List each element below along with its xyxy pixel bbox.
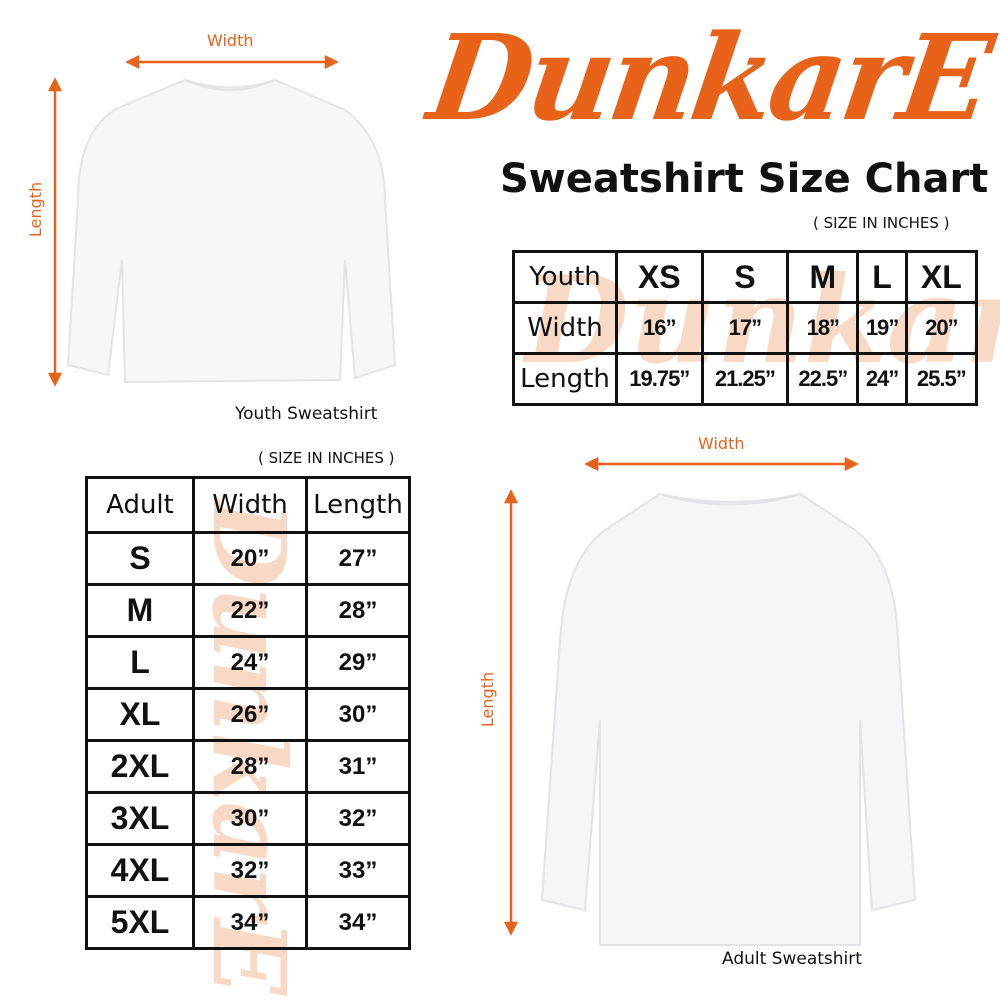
- value-cell: 22.5”: [786, 352, 860, 406]
- value-cell: 32”: [305, 791, 411, 846]
- value-cell: 27”: [305, 531, 411, 586]
- value-cell: 24”: [856, 352, 908, 406]
- value-cell: 25.5”: [904, 352, 979, 406]
- row-label: Width: [512, 301, 618, 355]
- value-cell: 30”: [305, 687, 411, 742]
- value-cell: 33”: [305, 843, 411, 898]
- table-row: 2XL 28” 31”: [85, 739, 411, 794]
- table-row: M 22” 28”: [85, 583, 411, 638]
- header-cell: Length: [305, 476, 411, 534]
- table-row: S 20” 27”: [85, 531, 411, 586]
- value-cell: 16”: [615, 301, 704, 355]
- size-cell: 2XL: [85, 739, 195, 794]
- header-cell: S: [700, 250, 790, 304]
- youth-caption: Youth Sweatshirt: [235, 404, 378, 424]
- size-cell: S: [85, 531, 195, 586]
- table-row: XL 26” 30”: [85, 687, 411, 742]
- youth-width-label: Width: [207, 31, 254, 50]
- table-row: Width 16” 17” 18” 19” 20”: [512, 301, 979, 355]
- size-cell: 5XL: [85, 895, 195, 950]
- row-label: Length: [512, 352, 618, 406]
- adult-sweatshirt-image: [540, 492, 917, 946]
- youth-sweatshirt-image: [66, 78, 397, 384]
- value-cell: 34”: [305, 895, 411, 950]
- value-cell: 19.75”: [615, 352, 704, 406]
- header-cell: XL: [904, 250, 979, 304]
- value-cell: 24”: [192, 635, 308, 690]
- youth-units-note: ( SIZE IN INCHES ): [813, 214, 950, 232]
- value-cell: 17”: [700, 301, 790, 355]
- adult-caption: Adult Sweatshirt: [722, 949, 862, 969]
- table-row: 5XL 34” 34”: [85, 895, 411, 950]
- header-cell: L: [856, 250, 908, 304]
- adult-width-label: Width: [698, 434, 745, 453]
- value-cell: 20”: [192, 531, 308, 586]
- value-cell: 20”: [904, 301, 979, 355]
- table-row: L 24” 29”: [85, 635, 411, 690]
- adult-length-label: Length: [478, 671, 498, 728]
- value-cell: 29”: [305, 635, 411, 690]
- adult-size-table: Adult Width Length S 20” 27” M 22” 28” L 24” 29”…: [85, 476, 411, 950]
- header-cell: M: [786, 250, 860, 304]
- header-cell: Youth: [512, 250, 618, 304]
- table-row: Youth XS S M L XL: [512, 250, 979, 304]
- header-cell: Adult: [85, 476, 195, 534]
- size-cell: 3XL: [85, 791, 195, 846]
- value-cell: 31”: [305, 739, 411, 794]
- header-cell: XS: [615, 250, 704, 304]
- value-cell: 30”: [192, 791, 308, 846]
- size-cell: L: [85, 635, 195, 690]
- table-row: 4XL 32” 33”: [85, 843, 411, 898]
- value-cell: 22”: [192, 583, 308, 638]
- value-cell: 21.25”: [700, 352, 790, 406]
- table-row: Length 19.75” 21.25” 22.5” 24” 25.5”: [512, 352, 979, 406]
- table-row: 3XL 30” 32”: [85, 791, 411, 846]
- size-cell: XL: [85, 687, 195, 742]
- value-cell: 18”: [786, 301, 860, 355]
- size-cell: 4XL: [85, 843, 195, 898]
- value-cell: 28”: [305, 583, 411, 638]
- value-cell: 32”: [192, 843, 308, 898]
- page-title: Sweatshirt Size Chart: [500, 156, 989, 202]
- value-cell: 26”: [192, 687, 308, 742]
- youth-size-table: Youth XS S M L XL Width 16” 17” 18” 19” …: [512, 250, 979, 406]
- adult-units-note: ( SIZE IN INCHES ): [258, 449, 395, 467]
- table-row: Adult Width Length: [85, 476, 411, 534]
- value-cell: 19”: [856, 301, 908, 355]
- value-cell: 28”: [192, 739, 308, 794]
- value-cell: 34”: [192, 895, 308, 950]
- size-cell: M: [85, 583, 195, 638]
- header-cell: Width: [192, 476, 308, 534]
